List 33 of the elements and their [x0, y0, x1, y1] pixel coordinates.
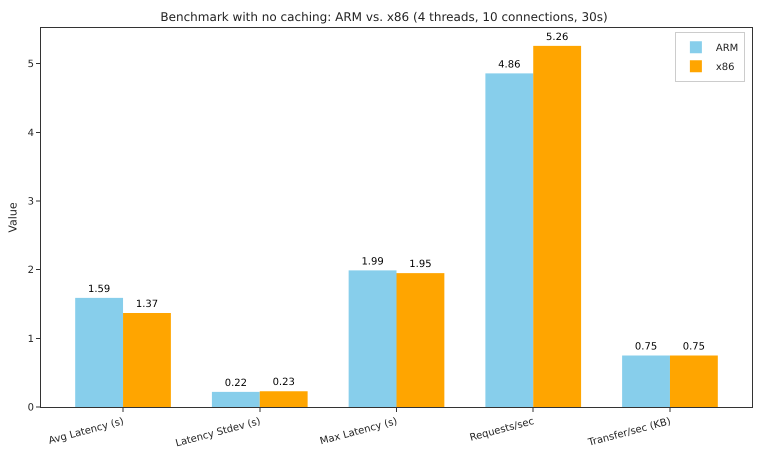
data-label: 1.99	[361, 256, 384, 268]
data-label: 5.26	[546, 32, 568, 43]
data-label: 1.37	[136, 298, 158, 310]
y-axis-title: Value	[6, 202, 20, 233]
data-label: 0.75	[634, 342, 658, 353]
data-label: 4.86	[498, 59, 520, 70]
data-label: 1.59	[88, 284, 110, 295]
bar	[396, 273, 444, 407]
chart-title: Benchmark with no caching: ARM vs. x86 (4 threads, 10 connections, 30s)	[160, 10, 608, 24]
data-label: 1.95	[409, 259, 432, 270]
legend-label: ARM	[716, 43, 738, 54]
bar	[533, 46, 582, 407]
x-tick-label: Latency Stdev (s)	[174, 416, 262, 450]
y-tick-label: 1	[28, 334, 34, 345]
x-tick-label: Max Latency (s)	[318, 416, 399, 448]
bar	[485, 73, 534, 407]
data-label: 0.22	[224, 378, 247, 389]
bar	[670, 356, 718, 407]
y-tick-label: 3	[28, 196, 34, 208]
y-tick-label: 0	[28, 402, 34, 414]
bar	[123, 312, 171, 407]
bar	[212, 392, 260, 407]
y-tick-label: 2	[28, 265, 34, 276]
data-label: 0.75	[682, 342, 706, 353]
bar	[75, 298, 124, 407]
x-tick-label: Avg Latency (s)	[47, 416, 126, 447]
y-tick-label: 4	[28, 128, 34, 139]
data-label: 0.23	[272, 377, 295, 388]
bar	[260, 391, 308, 407]
y-tick-label: 5	[28, 59, 34, 70]
bar	[622, 356, 670, 407]
legend-label: x86	[716, 62, 735, 74]
bar	[348, 270, 396, 407]
